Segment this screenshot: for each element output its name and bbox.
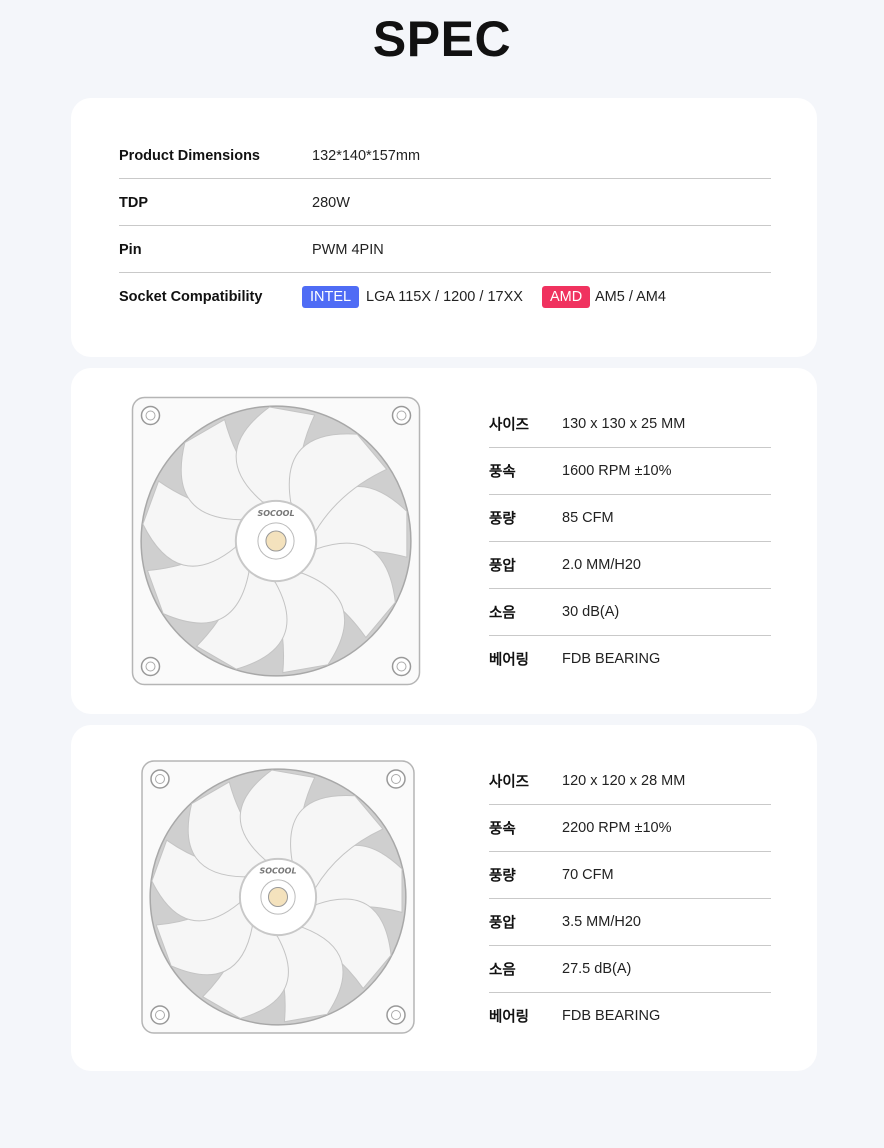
fan-spec-value: 27.5 dB(A) — [562, 961, 632, 977]
spec-label: Product Dimensions — [119, 148, 260, 164]
spec-card — [71, 98, 817, 357]
page-title: SPEC — [372, 11, 512, 67]
fan-spec-label: 소음 — [489, 605, 516, 622]
fan-spec-value: 130 x 130 x 25 MM — [562, 416, 686, 432]
amd-badge: AMD — [542, 286, 591, 308]
row-divider — [489, 588, 771, 589]
row-divider — [119, 225, 771, 226]
fan: SOCOOL — [131, 396, 421, 686]
fan-spec-value: 2.0 MM/H20 — [562, 557, 641, 573]
screw-hole-inner — [155, 1010, 165, 1020]
fan-spec-label: 풍압 — [489, 915, 516, 932]
spec-value: LGA 115X / 1200 / 17XX — [366, 289, 523, 305]
fan-spec-value: 70 CFM — [562, 867, 614, 883]
spec-value: 280W — [312, 195, 350, 211]
row-divider — [119, 272, 771, 273]
hub-led — [265, 530, 287, 552]
row-divider — [489, 447, 771, 448]
fan-spec-label: 풍량 — [489, 511, 516, 528]
fan-spec-label: 풍속 — [489, 821, 516, 838]
fan-spec-value: FDB BEARING — [562, 1008, 661, 1024]
row-divider — [489, 541, 771, 542]
fan-blade — [288, 433, 388, 533]
fan-spec-label: 베어링 — [489, 1009, 530, 1026]
fan-brand: SOCOOL — [259, 866, 296, 875]
row-divider — [489, 945, 771, 946]
row-divider — [489, 804, 771, 805]
fan-spec-value: 3.5 MM/H20 — [562, 914, 641, 930]
screw-hole-inner — [391, 1010, 401, 1020]
spec-value: AM5 / AM4 — [595, 289, 666, 305]
fan-spec-value: 2200 RPM ±10% — [562, 820, 672, 836]
fan-spec-label: 사이즈 — [489, 774, 530, 791]
row-divider — [489, 851, 771, 852]
spec-label: TDP — [119, 195, 148, 211]
screw-hole — [391, 405, 412, 426]
spec-label: Socket Compatibility — [119, 289, 263, 305]
row-divider — [489, 635, 771, 636]
screw-hole-inner — [145, 410, 156, 421]
fan-spec-value: FDB BEARING — [562, 651, 661, 667]
row-divider — [119, 178, 771, 179]
fan-spec-label: 사이즈 — [489, 417, 530, 434]
fan-spec-value: 85 CFM — [562, 510, 614, 526]
spec-value: PWM 4PIN — [312, 242, 384, 258]
screw-hole-inner — [391, 774, 401, 784]
row-divider — [489, 992, 771, 993]
intel-badge: INTEL — [302, 286, 360, 308]
screw-hole — [150, 1005, 170, 1025]
screw-hole — [391, 656, 412, 677]
screw-hole — [140, 656, 161, 677]
screw-hole-inner — [396, 661, 407, 672]
row-divider — [489, 494, 771, 495]
fan-spec-label: 풍압 — [489, 558, 516, 575]
screw-hole — [386, 769, 406, 789]
fan-blade — [290, 794, 384, 889]
screw-hole-inner — [145, 661, 156, 672]
screw-hole-inner — [396, 410, 407, 421]
screw-hole — [150, 769, 170, 789]
fan-spec-label: 소음 — [489, 962, 516, 979]
screw-hole — [140, 405, 161, 426]
fan-spec-label: 풍속 — [489, 464, 516, 481]
fan-spec-value: 30 dB(A) — [562, 604, 620, 620]
fan-brand: SOCOOL — [257, 509, 294, 518]
fan-spec-value: 120 x 120 x 28 MM — [562, 773, 686, 789]
hub-led — [267, 886, 289, 908]
spec-value: 132*140*157mm — [312, 148, 421, 164]
fan: SOCOOL — [141, 760, 415, 1034]
row-divider — [489, 898, 771, 899]
fan-spec-label: 베어링 — [489, 652, 530, 669]
fan-spec-value: 1600 RPM ±10% — [562, 463, 672, 479]
fan-spec-label: 풍량 — [489, 868, 516, 885]
screw-hole — [386, 1005, 406, 1025]
spec-label: Pin — [119, 242, 142, 258]
screw-hole-inner — [155, 774, 165, 784]
